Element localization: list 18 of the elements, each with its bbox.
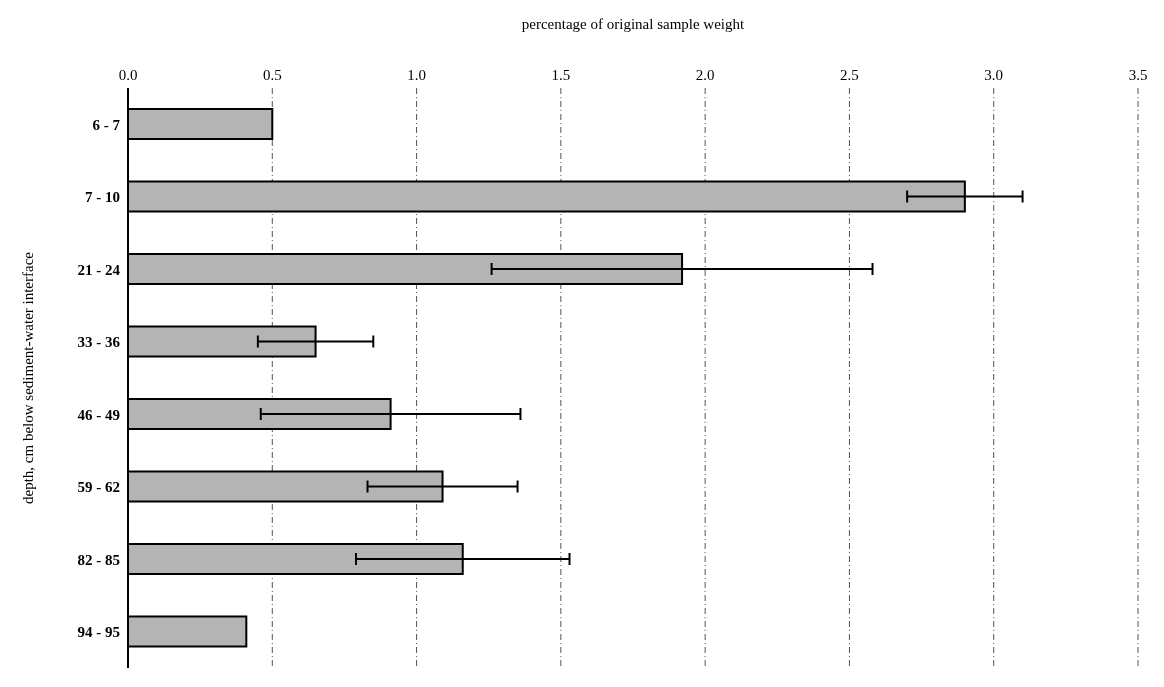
x-tick-label: 1.5: [551, 67, 571, 83]
y-tick-label: 46 - 49: [77, 406, 120, 423]
y-tick-label: 94 - 95: [77, 624, 120, 641]
y-tick-label: 7 - 10: [85, 189, 120, 206]
x-tick-label: 3.0: [984, 67, 1004, 83]
x-tick-label: 2.5: [840, 67, 859, 83]
y-tick-label: 82 - 85: [77, 551, 120, 568]
y-tick-label: 6 - 7: [92, 116, 121, 133]
x-tick-label: 3.5: [1128, 67, 1148, 83]
x-tick-label: 0.0: [118, 67, 138, 83]
y-tick-label: 21 - 24: [77, 261, 121, 278]
y-axis-title: depth, cm below sediment-water interface: [20, 251, 37, 504]
y-tick-label: 59 - 62: [77, 479, 120, 496]
x-tick-label: 1.0: [407, 67, 426, 83]
y-tick-label: 33 - 36: [77, 334, 121, 351]
x-axis-title: percentage of original sample weight: [521, 15, 746, 32]
x-tick-label: 0.5: [262, 67, 282, 83]
x-tick-label: 2.0: [695, 67, 715, 83]
